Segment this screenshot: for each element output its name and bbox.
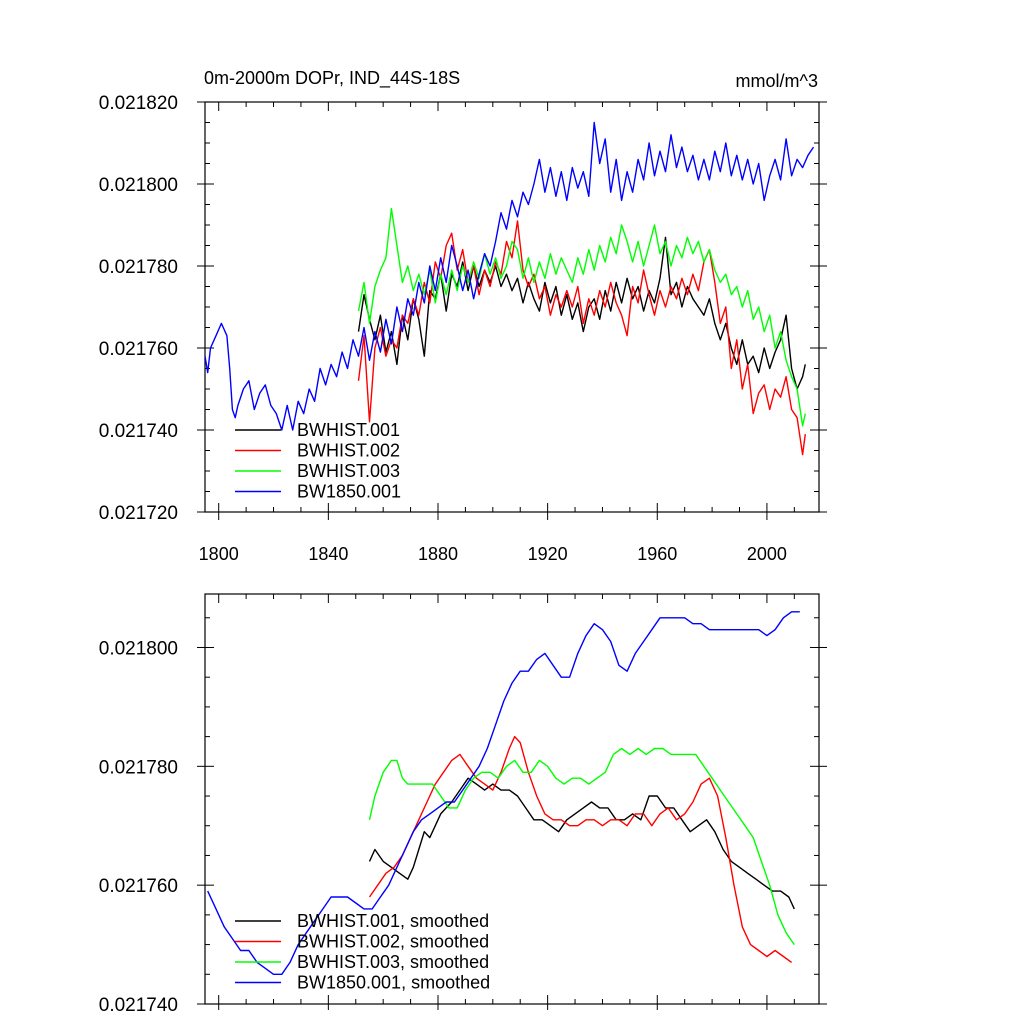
series-line-4 <box>205 121 815 431</box>
series-line-2 <box>357 220 806 456</box>
series-line-1 <box>368 777 795 910</box>
x-axis <box>218 594 795 1010</box>
y-tick-label: 0.021740 <box>99 995 178 1016</box>
y-tick-label: 0.021740 <box>99 421 178 442</box>
y-axis: 0.021720 0.021740 0.021760 0.021780 0.021800… <box>99 93 827 524</box>
y-tick-label: 0.021760 <box>99 876 178 897</box>
y-tick-label: 0.021760 <box>99 339 178 360</box>
legend-label: BWHIST.002, smoothed <box>297 932 489 952</box>
x-tick-label: 1960 <box>637 544 677 564</box>
y-tick-label: 0.021780 <box>99 757 178 778</box>
series-line-3 <box>357 207 806 427</box>
y-tick-label: 0.021820 <box>99 93 178 114</box>
legend-label: BW1850.001, smoothed <box>297 973 490 993</box>
x-axis: 1800 1840 1880 1920 1960 2000 <box>199 102 795 564</box>
y-tick-label: 0.021780 <box>99 257 178 278</box>
series-line-3 <box>368 747 795 945</box>
y-tick-label: 0.021800 <box>99 175 178 196</box>
y-tick-label: 0.021800 <box>99 638 178 659</box>
y-axis: 0.021740 0.021760 0.021780 0.021800 <box>99 617 827 1016</box>
series-group <box>205 121 815 456</box>
x-tick-label: 1840 <box>308 544 348 564</box>
x-tick-label: 1800 <box>199 544 239 564</box>
x-tick-label: 1920 <box>528 544 568 564</box>
legend-label: BWHIST.003, smoothed <box>297 952 489 972</box>
plot-frame <box>204 593 820 1005</box>
x-tick-label: 2000 <box>747 544 787 564</box>
series-line-4 <box>207 611 800 975</box>
legend-label: BWHIST.003 <box>297 461 400 481</box>
top-panel: 0m-2000m DOPr, IND_44S-18S mmol/m^3 1800… <box>99 68 827 564</box>
series-line-2 <box>368 735 793 963</box>
top-panel-title-left: 0m-2000m DOPr, IND_44S-18S <box>204 68 460 89</box>
bottom-panel: 0.021740 0.021760 0.021780 0.021800 BWHIST.0… <box>99 593 827 1016</box>
series-group <box>207 611 800 975</box>
y-tick-label: 0.021720 <box>99 503 178 524</box>
legend-label: BWHIST.001, smoothed <box>297 911 489 931</box>
top-panel-title-right: mmol/m^3 <box>736 71 818 91</box>
legend-label: BW1850.001 <box>297 482 401 502</box>
legend-label: BWHIST.001 <box>297 420 400 440</box>
legend-label: BWHIST.002 <box>297 441 400 461</box>
x-tick-label: 1880 <box>418 544 458 564</box>
